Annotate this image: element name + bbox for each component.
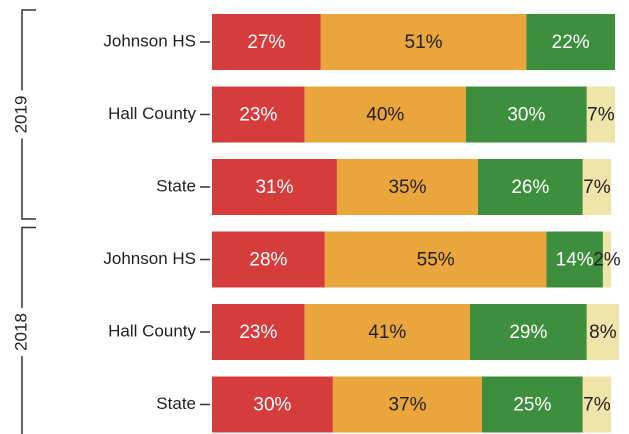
bar-segment <box>324 231 547 288</box>
bar-segment <box>304 304 470 360</box>
value-label: 30% <box>253 395 291 416</box>
bar-segment <box>582 376 611 433</box>
bar-segment <box>212 376 333 433</box>
bar-segment <box>546 231 603 288</box>
bar-segment <box>304 86 466 143</box>
category-label: Hall County <box>108 321 196 340</box>
value-label: 7% <box>583 395 611 416</box>
value-label: 14% <box>556 250 594 271</box>
bar-segment <box>586 86 615 143</box>
category-label: State <box>156 176 196 195</box>
bar-segment <box>465 86 587 143</box>
group-label-bg <box>12 90 32 139</box>
value-label: 25% <box>513 395 551 416</box>
value-label: 2% <box>593 250 621 271</box>
bar-segment <box>212 14 321 70</box>
bar-segment <box>582 159 611 215</box>
value-label: 29% <box>509 322 547 343</box>
value-label: 23% <box>239 322 277 343</box>
bar-segment <box>332 376 483 433</box>
value-label: 27% <box>247 32 285 53</box>
value-label: 35% <box>388 177 426 198</box>
value-label: 40% <box>366 105 404 126</box>
bar-segment <box>212 304 305 360</box>
value-label: 55% <box>417 250 455 271</box>
value-label: 22% <box>552 32 590 53</box>
bar-segment <box>602 231 611 288</box>
value-label: 26% <box>511 177 549 198</box>
bar-segment <box>469 304 587 360</box>
bar-segment <box>477 159 583 215</box>
group-label-bg <box>12 308 32 356</box>
category-label: State <box>156 394 196 413</box>
bar-segment <box>336 159 478 215</box>
value-label: 37% <box>388 395 426 416</box>
value-label: 28% <box>249 250 287 271</box>
bar-segment <box>586 304 620 360</box>
category-label: Johnson HS <box>103 31 196 50</box>
value-label: 23% <box>239 105 277 126</box>
bar-segment <box>212 231 325 288</box>
group-label: 2018 <box>11 313 30 351</box>
bar-segment <box>320 14 527 70</box>
value-label: 41% <box>368 322 406 343</box>
value-label: 7% <box>583 177 611 198</box>
bar-segment <box>212 86 305 143</box>
group-label: 2019 <box>11 96 30 134</box>
category-label: Hall County <box>108 104 196 123</box>
bar-segment <box>526 14 615 70</box>
value-label: 30% <box>507 105 545 126</box>
value-label: 7% <box>587 105 615 126</box>
bar-segment <box>482 376 583 433</box>
category-label: Johnson HS <box>103 249 196 268</box>
value-label: 8% <box>589 322 617 343</box>
bar-segment <box>212 159 337 215</box>
value-label: 51% <box>405 32 443 53</box>
value-label: 31% <box>255 177 293 198</box>
